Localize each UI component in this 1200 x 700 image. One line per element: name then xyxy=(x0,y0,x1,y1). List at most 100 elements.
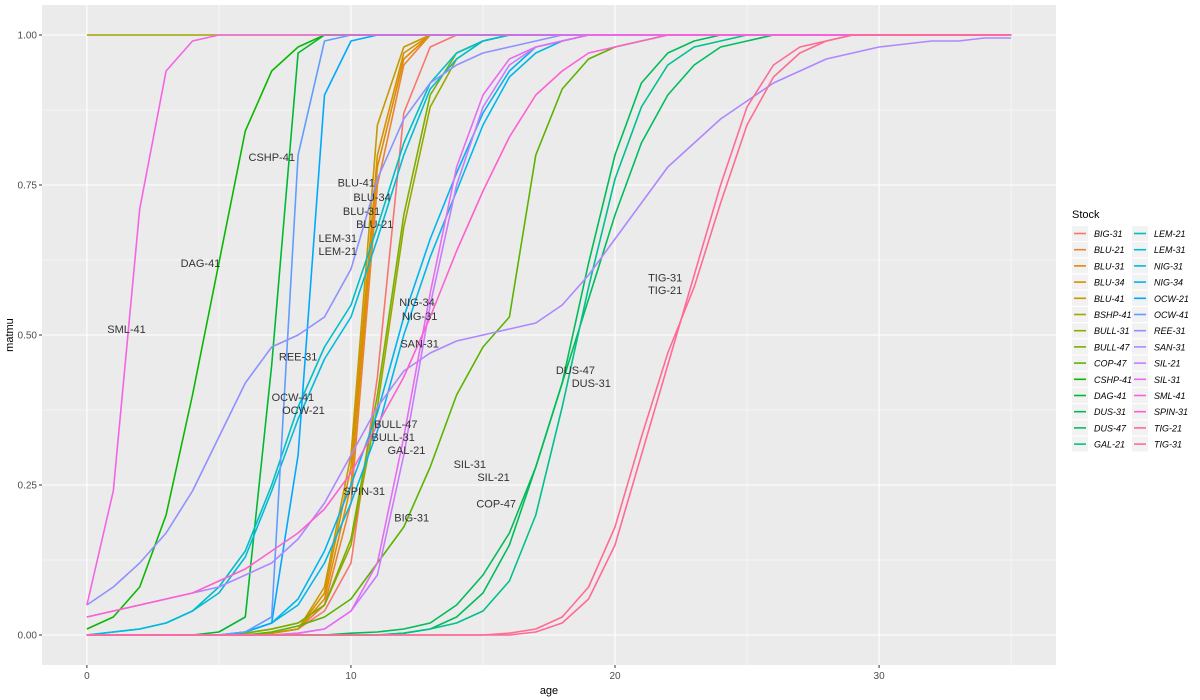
curve-label: OCW-21 xyxy=(282,405,325,417)
y-axis-title: matmu xyxy=(4,318,16,352)
y-tick-label: 0.75 xyxy=(18,181,38,192)
legend-label: SIL-31 xyxy=(1154,375,1181,385)
curve-label: BULL-31 xyxy=(371,432,414,444)
y-tick-label: 0.50 xyxy=(18,331,38,342)
curve-label: NIG-31 xyxy=(402,311,437,323)
legend-label: SIL-21 xyxy=(1154,359,1181,369)
curve-label: LEM-31 xyxy=(318,233,357,245)
major-gridlines xyxy=(42,5,1056,665)
curve-label: REE-31 xyxy=(279,352,318,364)
curve-label: DAG-41 xyxy=(181,258,221,270)
curve-labels: SML-41 DAG-41 CSHP-41 BLU-41 BLU-34 BLU-31BLU… xyxy=(107,152,682,525)
legend-label: DUS-31 xyxy=(1094,407,1126,417)
legend-entry: TIG-31 xyxy=(1132,436,1182,452)
legend-entry: SIL-21 xyxy=(1132,355,1181,371)
legend-entry: BIG-31 xyxy=(1072,226,1123,241)
legend-label: SPIN-31 xyxy=(1154,407,1188,417)
x-axis-ticks: 0 10 20 30 xyxy=(84,665,885,682)
legend-label: BLU-21 xyxy=(1094,245,1125,255)
x-axis-title: age xyxy=(540,685,558,697)
legend-entry: SIL-31 xyxy=(1132,371,1181,387)
legend-entry: REE-31 xyxy=(1132,323,1186,339)
curve-label: SAN-31 xyxy=(400,338,439,350)
legend-label: BSHP-41 xyxy=(1094,310,1132,320)
curve-label: BIG-31 xyxy=(394,512,429,524)
legend-entry: LEM-31 xyxy=(1132,242,1186,258)
legend-label: BLU-31 xyxy=(1094,261,1125,271)
legend-label: OCW-41 xyxy=(1154,310,1189,320)
legend-label: TIG-21 xyxy=(1154,423,1182,433)
y-tick-label: 0.25 xyxy=(18,481,38,492)
legend-label: REE-31 xyxy=(1154,326,1186,336)
x-tick-label: 30 xyxy=(874,671,886,682)
curve-label: CSHP-41 xyxy=(249,152,295,164)
legend-label: NIG-34 xyxy=(1154,278,1183,288)
legend-entry: BSHP-41 xyxy=(1072,307,1132,322)
legend-label: BLU-41 xyxy=(1094,294,1125,304)
legend-entry: DUS-31 xyxy=(1072,404,1126,420)
curve-label: BULL-47 xyxy=(374,419,417,431)
legend-entry: BULL-31 xyxy=(1072,323,1130,339)
curve-label: BLU-41 xyxy=(338,178,375,190)
legend-label: OCW-21 xyxy=(1154,294,1189,304)
legend-entry: OCW-21 xyxy=(1132,290,1189,306)
y-axis-ticks: 0.00 0.25 0.50 0.75 1.00 xyxy=(18,31,42,642)
curve-label: SML-41 xyxy=(107,324,146,336)
legend-entry: DUS-47 xyxy=(1072,420,1127,436)
curve-label: SPIN-31 xyxy=(343,486,385,498)
curve-label: COP-47 xyxy=(476,499,516,511)
legend-entry: COP-47 xyxy=(1072,355,1128,371)
legend-entry: NIG-31 xyxy=(1132,258,1183,274)
curve-label: TIG-21 xyxy=(648,285,682,297)
curve-label: DUS-31 xyxy=(572,378,611,390)
legend-entry: SML-41 xyxy=(1132,388,1186,403)
legend-entry: CSHP-41 xyxy=(1072,371,1132,387)
legend-entry: GAL-21 xyxy=(1072,436,1125,452)
legend-entry: BLU-34 xyxy=(1072,274,1125,290)
legend-entry: OCW-41 xyxy=(1132,307,1189,322)
legend-label: DUS-47 xyxy=(1094,423,1127,433)
y-tick-label: 0.00 xyxy=(18,631,38,642)
legend-entry: DAG-41 xyxy=(1072,388,1127,403)
legend-label: BULL-47 xyxy=(1094,342,1131,352)
legend-label: NIG-31 xyxy=(1154,261,1183,271)
x-tick-label: 10 xyxy=(345,671,357,682)
legend-label: BLU-34 xyxy=(1094,278,1125,288)
legend-entry: BLU-21 xyxy=(1072,242,1125,258)
curve-label: LEM-21 xyxy=(318,246,357,258)
legend-title: Stock xyxy=(1072,209,1100,221)
legend-label: SML-41 xyxy=(1154,391,1186,401)
curve-label: BLU-21 xyxy=(356,219,393,231)
curve-label: NIG-34 xyxy=(399,297,434,309)
legend-entry: BULL-47 xyxy=(1072,339,1131,355)
curve-label: GAL-21 xyxy=(387,445,425,457)
legend-entry: BLU-41 xyxy=(1072,290,1125,306)
curve-label: DUS-47 xyxy=(556,365,595,377)
legend: BIG-31 BLU-21 BLU-31 BLU-34 BLU-41 BSHP-41 BUL… xyxy=(1072,226,1189,452)
legend-label: BULL-31 xyxy=(1094,326,1130,336)
curve-label: BLU-34 xyxy=(353,192,390,204)
x-tick-label: 0 xyxy=(84,671,90,682)
legend-label: BIG-31 xyxy=(1094,229,1123,239)
curve-label: SIL-21 xyxy=(477,472,509,484)
curve-label: SIL-31 xyxy=(454,459,486,471)
y-tick-label: 1.00 xyxy=(18,31,38,42)
curve-label: BLU-31 xyxy=(343,206,380,218)
legend-label: DAG-41 xyxy=(1094,391,1127,401)
series-line-san-31 xyxy=(86,37,1012,618)
legend-label: LEM-21 xyxy=(1154,229,1186,239)
legend-label: SAN-31 xyxy=(1154,342,1186,352)
series-line-tig-31 xyxy=(86,34,1012,636)
legend-entry: BLU-31 xyxy=(1072,258,1125,274)
legend-entry: TIG-21 xyxy=(1132,420,1182,436)
legend-label: LEM-31 xyxy=(1154,245,1186,255)
series-lines xyxy=(86,34,1012,636)
legend-label: TIG-31 xyxy=(1154,440,1182,450)
curve-label: TIG-31 xyxy=(648,272,682,284)
x-tick-label: 20 xyxy=(609,671,621,682)
legend-entry: NIG-34 xyxy=(1132,274,1183,290)
legend-entry: SAN-31 xyxy=(1132,339,1186,355)
legend-label: COP-47 xyxy=(1094,359,1128,369)
legend-label: CSHP-41 xyxy=(1094,375,1132,385)
